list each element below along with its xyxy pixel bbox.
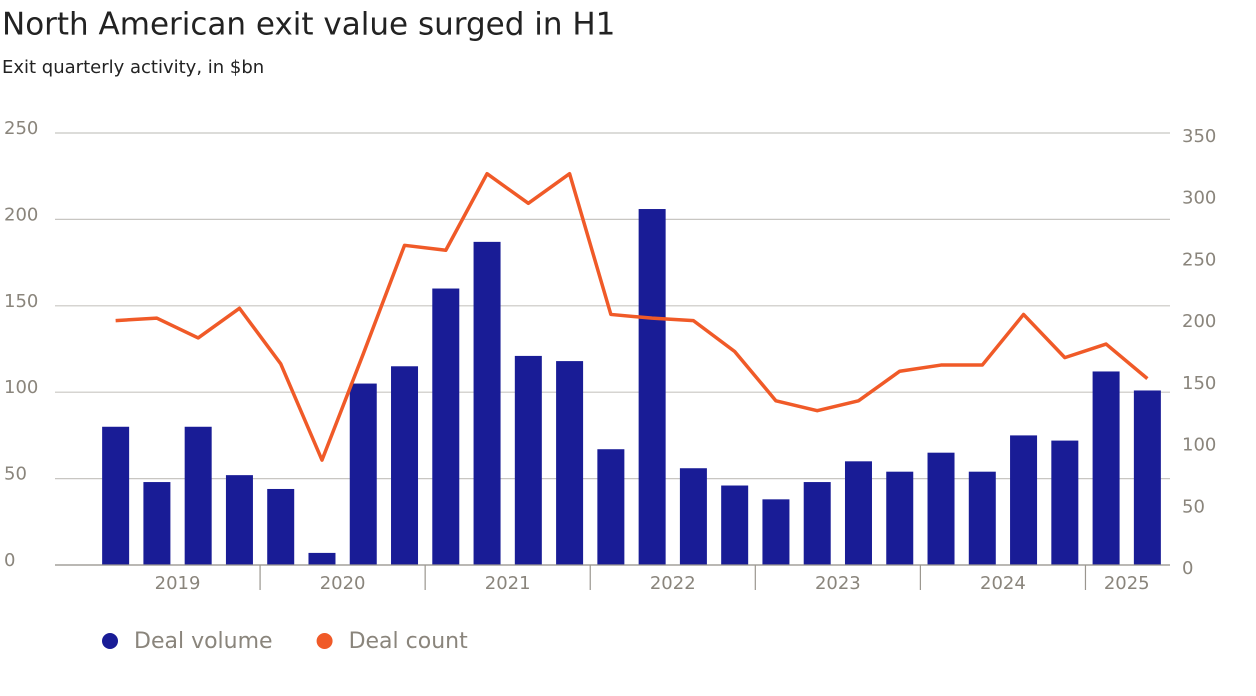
y-tick-label: 250 [4, 118, 38, 139]
y2-tick-label: 250 [1182, 249, 1216, 270]
bar [679, 468, 707, 565]
bar [1051, 440, 1079, 565]
bar [638, 209, 666, 566]
bar [721, 485, 749, 565]
y2-tick-label: 300 [1182, 188, 1216, 209]
x-group-label: 2019 [155, 573, 201, 594]
y-tick-label: 200 [4, 204, 38, 225]
x-group-label: 2025 [1104, 573, 1150, 594]
bar [803, 482, 831, 565]
bar [143, 482, 171, 565]
bar [1133, 390, 1161, 565]
y2-tick-label: 350 [1182, 126, 1216, 147]
bar [1092, 371, 1120, 565]
chart-title: North American exit value surged in H1 [2, 7, 615, 43]
y2-tick-label: 50 [1182, 496, 1205, 517]
y2-tick-label: 100 [1182, 435, 1216, 456]
y2-tick-label: 150 [1182, 373, 1216, 394]
legend-label: Deal count [349, 629, 469, 654]
y2-tick-label: 200 [1182, 311, 1216, 332]
legend-marker [316, 633, 333, 649]
bar [225, 475, 253, 565]
bar [556, 361, 584, 565]
legend-marker [102, 633, 118, 649]
bar [184, 426, 212, 565]
x-group-label: 2020 [320, 573, 366, 594]
bar [391, 366, 419, 565]
bar [597, 449, 625, 565]
bar [968, 471, 996, 565]
bar [844, 461, 872, 565]
bar [514, 355, 542, 565]
bar [308, 552, 336, 565]
legend-label: Deal volume [134, 629, 273, 654]
x-group-label: 2022 [650, 573, 696, 594]
y2-tick-label: 0 [1182, 558, 1193, 579]
bar [473, 241, 501, 565]
x-group-label: 2024 [980, 573, 1026, 594]
bar [267, 488, 295, 565]
chart-subtitle: Exit quarterly activity, in $bn [2, 57, 264, 78]
y-tick-label: 150 [4, 291, 38, 312]
x-group-label: 2023 [815, 573, 861, 594]
bar [762, 499, 790, 565]
bar [886, 471, 914, 565]
bar [349, 383, 377, 565]
line [115, 171, 1149, 462]
y-tick-label: 0 [4, 550, 15, 571]
bar [1010, 435, 1038, 565]
y-tick-label: 100 [4, 377, 38, 398]
y-tick-label: 50 [4, 464, 27, 485]
x-group-label: 2021 [485, 573, 531, 594]
bar [927, 452, 955, 565]
bar [102, 426, 130, 565]
bar [432, 288, 460, 565]
